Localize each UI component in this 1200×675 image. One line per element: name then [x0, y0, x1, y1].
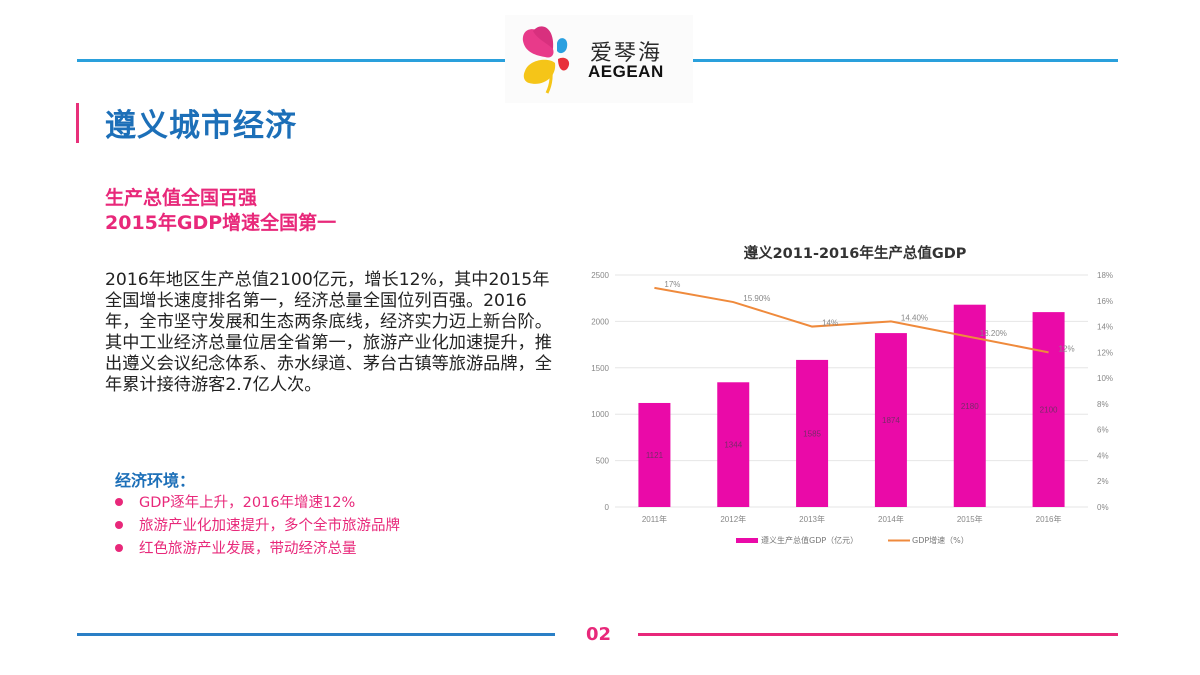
line-label: 13.20% — [980, 329, 1007, 338]
x-tick: 2016年 — [1036, 514, 1062, 524]
line-label: 14% — [822, 319, 838, 328]
bar-label: 1121 — [646, 451, 664, 460]
line-label: 14.40% — [901, 313, 928, 322]
y-right-tick: 16% — [1097, 297, 1113, 306]
chart-title: 遵义2011-2016年生产总值GDP — [743, 246, 967, 262]
bullet-dot-icon — [115, 497, 123, 506]
header-line-left — [77, 59, 509, 62]
economic-environment-title: 经济环境： — [115, 471, 196, 490]
x-tick: 2014年 — [878, 514, 904, 524]
legend-bar-label: 遵义生产总值GDP（亿元） — [761, 535, 858, 545]
env-bullet-item: 红色旅游产业发展，带动经济总量 — [115, 537, 357, 558]
subtitle-2: 2015年GDP增速全国第一 — [105, 212, 337, 234]
bullet-dot-icon — [115, 520, 123, 529]
env-bullet-text: GDP逐年上升，2016年增速12% — [139, 495, 356, 511]
y-right-tick: 10% — [1097, 374, 1113, 383]
title-accent-bar — [76, 103, 79, 143]
page-number: 02 — [586, 624, 612, 645]
x-tick: 2012年 — [720, 514, 746, 524]
logo-text-cn: 爱琴海 — [590, 41, 663, 66]
subtitle-1: 生产总值全国百强 — [105, 187, 258, 209]
bar — [717, 382, 750, 507]
logo-text-en: AEGEAN — [588, 62, 664, 81]
x-tick: 2011年 — [642, 514, 667, 524]
bar — [638, 402, 671, 507]
legend-line-label: GDP增速（%） — [912, 535, 969, 545]
bar-label: 2100 — [1040, 406, 1058, 415]
growth-line — [654, 286, 1049, 354]
y-right-tick: 8% — [1097, 400, 1109, 409]
bar-label: 2180 — [961, 402, 979, 411]
legend-bar-swatch-icon — [736, 538, 758, 543]
y-right-tick: 18% — [1097, 271, 1113, 280]
line-label: 17% — [664, 280, 680, 289]
line-label: 12% — [1059, 344, 1075, 353]
line-label: 15.90% — [743, 294, 770, 303]
body-paragraph: 2016年地区生产总值2100亿元，增长12%，其中2015年全国增长速度排名第… — [105, 270, 552, 395]
bar-label: 1344 — [724, 441, 742, 450]
bullet-dot-icon — [115, 543, 123, 552]
footer-line-left — [77, 633, 555, 636]
y-right-tick: 0% — [1097, 503, 1109, 512]
y-right-tick: 6% — [1097, 426, 1109, 435]
footer-line-right — [638, 633, 1118, 636]
y-right-tick: 14% — [1097, 323, 1113, 332]
bar — [874, 333, 907, 507]
env-bullet-item: 旅游产业化加速提升，多个全市旅游品牌 — [115, 514, 400, 535]
y-right-tick: 4% — [1097, 451, 1109, 460]
page-title: 遵义城市经济 — [105, 108, 297, 144]
y-left-tick: 0 — [605, 503, 610, 512]
flower-logo-icon — [522, 26, 570, 94]
logo — [505, 15, 693, 103]
y-right-tick: 2% — [1097, 477, 1109, 486]
y-left-tick: 1000 — [591, 410, 609, 419]
env-bullet-item: GDP逐年上升，2016年增速12% — [115, 491, 355, 512]
bar — [796, 359, 829, 507]
bar — [1032, 312, 1065, 507]
y-left-tick: 2500 — [591, 271, 609, 280]
x-tick: 2013年 — [799, 514, 825, 524]
header-line-right — [693, 59, 1118, 62]
y-left-tick: 500 — [596, 457, 610, 466]
y-left-tick: 1500 — [591, 364, 609, 373]
bar-label: 1585 — [803, 429, 821, 438]
gdp-chart: 0 500 1000 1500 2000 2500 0% 2% 4% 6% 8% 10% 12% 14% 1… — [591, 271, 1113, 545]
x-tick: 2015年 — [957, 514, 983, 524]
env-bullet-text: 红色旅游产业发展，带动经济总量 — [139, 541, 357, 557]
env-bullet-text: 旅游产业化加速提升，多个全市旅游品牌 — [139, 518, 400, 534]
y-right-tick: 12% — [1097, 348, 1113, 357]
bar-label: 1874 — [882, 416, 900, 425]
y-left-tick: 2000 — [591, 317, 609, 326]
